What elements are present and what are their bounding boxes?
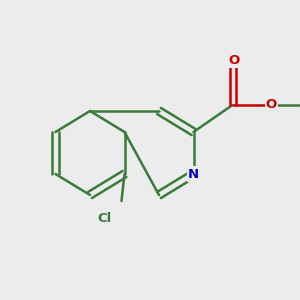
Text: O: O (266, 98, 277, 112)
Text: O: O (228, 53, 240, 67)
Text: N: N (188, 167, 199, 181)
Text: Cl: Cl (98, 212, 112, 226)
